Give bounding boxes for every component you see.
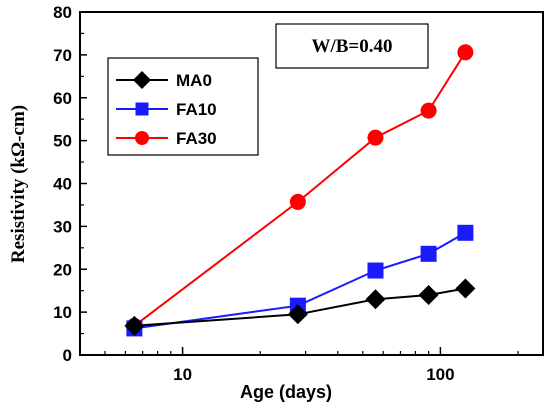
x-tick-label: 10 bbox=[173, 365, 192, 384]
y-tick-label: 20 bbox=[53, 260, 72, 279]
y-axis-title: Resistivity (kΩ-cm) bbox=[8, 105, 29, 263]
y-tick-label: 80 bbox=[53, 3, 72, 22]
y-tick-label: 10 bbox=[53, 303, 72, 322]
data-point-fa30 bbox=[289, 193, 306, 210]
y-tick-label: 40 bbox=[53, 175, 72, 194]
legend: MA0 FA10 FA30 bbox=[107, 57, 259, 156]
legend-label: FA10 bbox=[176, 100, 217, 119]
data-point-fa30 bbox=[420, 102, 437, 119]
data-point-fa30 bbox=[457, 44, 474, 61]
series-ma0 bbox=[124, 278, 476, 336]
legend-marker bbox=[135, 102, 149, 116]
y-tick-label: 70 bbox=[53, 46, 72, 65]
annotation-frame bbox=[275, 23, 429, 69]
data-point-ma0 bbox=[124, 315, 145, 336]
legend-label: FA30 bbox=[176, 129, 217, 148]
data-point-ma0 bbox=[455, 278, 476, 299]
annotation-box: W/B=0.40 bbox=[275, 23, 429, 69]
annotation-text: W/B=0.40 bbox=[311, 36, 392, 57]
series-layer bbox=[124, 44, 476, 337]
legend-marker bbox=[133, 71, 151, 89]
x-axis-ticks: 10 100 bbox=[104, 347, 519, 384]
legend-label: MA0 bbox=[176, 71, 212, 90]
data-point-fa10 bbox=[457, 224, 474, 241]
y-tick-label: 30 bbox=[53, 217, 72, 236]
x-axis-title: Age (days) bbox=[240, 382, 332, 402]
data-point-fa10 bbox=[367, 262, 384, 279]
data-point-ma0 bbox=[365, 289, 386, 310]
data-point-fa30 bbox=[367, 129, 384, 146]
y-tick-label: 50 bbox=[53, 132, 72, 151]
y-axis-ticks: 0 10 20 30 40 50 60 70 80 bbox=[53, 3, 87, 365]
data-point-fa10 bbox=[420, 245, 437, 262]
legend-item-fa10: FA10 bbox=[116, 100, 217, 119]
legend-item-fa30: FA30 bbox=[116, 129, 217, 148]
x-tick-label: 100 bbox=[426, 365, 454, 384]
legend-marker bbox=[135, 131, 149, 145]
legend-item-ma0: MA0 bbox=[116, 71, 212, 90]
y-tick-label: 60 bbox=[53, 89, 72, 108]
data-point-ma0 bbox=[287, 304, 308, 325]
y-tick-label: 0 bbox=[63, 346, 72, 365]
data-point-ma0 bbox=[418, 284, 439, 305]
